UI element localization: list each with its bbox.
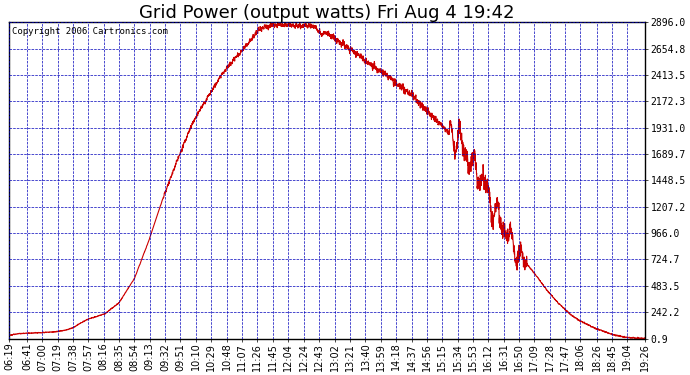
Title: Grid Power (output watts) Fri Aug 4 19:42: Grid Power (output watts) Fri Aug 4 19:4… [139,4,515,22]
Text: Copyright 2006 Cartronics.com: Copyright 2006 Cartronics.com [12,27,168,36]
